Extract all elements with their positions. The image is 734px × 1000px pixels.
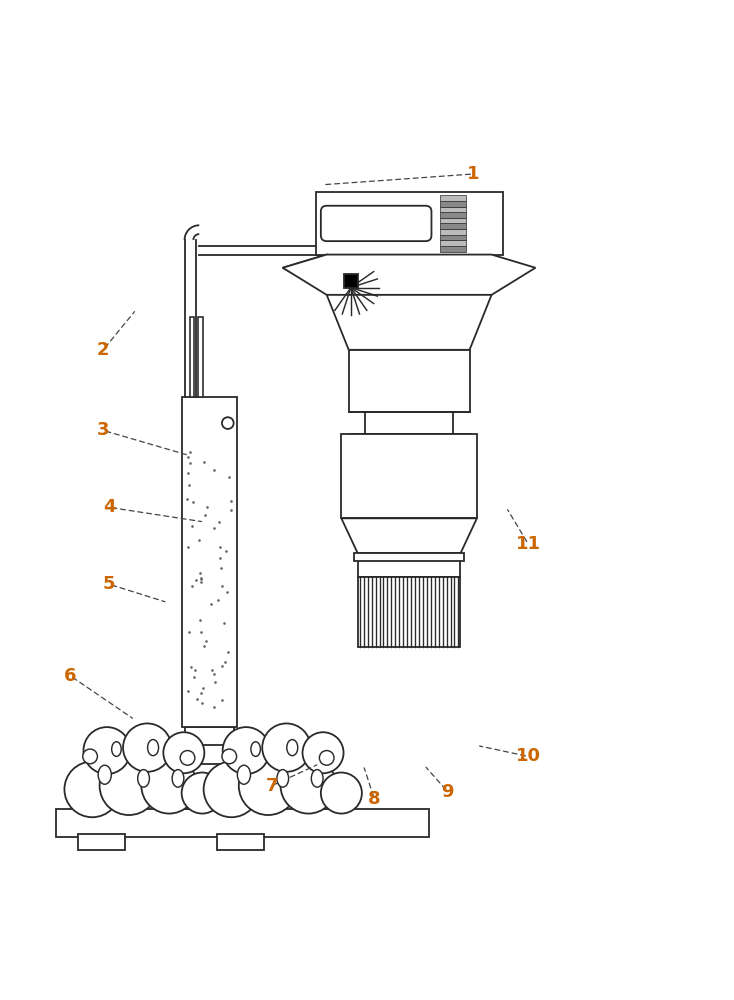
Bar — [440, 229, 466, 235]
Bar — [185, 727, 233, 809]
Text: 1: 1 — [467, 165, 479, 183]
Bar — [316, 192, 503, 255]
Bar — [365, 412, 454, 434]
Text: 6: 6 — [64, 667, 76, 685]
Bar — [341, 434, 477, 518]
Bar — [358, 577, 460, 647]
Circle shape — [84, 727, 131, 774]
Bar — [182, 397, 236, 727]
Text: 7: 7 — [266, 777, 278, 795]
Circle shape — [180, 751, 195, 765]
Bar — [56, 809, 429, 837]
Bar — [78, 834, 126, 850]
Circle shape — [222, 417, 233, 429]
Ellipse shape — [251, 742, 261, 756]
Bar — [440, 218, 466, 223]
Circle shape — [222, 727, 269, 774]
Polygon shape — [283, 255, 536, 295]
Circle shape — [222, 749, 236, 764]
Polygon shape — [283, 255, 330, 295]
Ellipse shape — [277, 770, 288, 787]
Circle shape — [203, 762, 259, 817]
Circle shape — [302, 732, 344, 773]
Ellipse shape — [138, 770, 150, 787]
Bar — [349, 350, 470, 412]
Bar — [440, 195, 466, 201]
Circle shape — [123, 723, 172, 772]
Ellipse shape — [237, 765, 250, 784]
Bar — [440, 223, 466, 229]
Ellipse shape — [98, 765, 112, 784]
Circle shape — [262, 723, 310, 772]
Circle shape — [142, 758, 197, 814]
Text: 4: 4 — [103, 498, 115, 516]
Text: 5: 5 — [103, 575, 115, 593]
Bar — [217, 834, 264, 850]
Circle shape — [239, 756, 297, 815]
Circle shape — [164, 732, 204, 773]
Bar — [440, 235, 466, 240]
Bar — [440, 212, 466, 218]
Ellipse shape — [172, 770, 184, 787]
Polygon shape — [327, 295, 492, 350]
FancyBboxPatch shape — [321, 206, 432, 241]
Bar — [440, 240, 466, 246]
Ellipse shape — [112, 742, 121, 756]
Bar — [344, 274, 358, 288]
Polygon shape — [341, 518, 477, 553]
Circle shape — [65, 762, 120, 817]
Bar — [355, 553, 464, 561]
Circle shape — [319, 751, 334, 765]
Text: 9: 9 — [441, 783, 454, 801]
Bar — [440, 207, 466, 212]
Bar — [189, 317, 194, 397]
Ellipse shape — [148, 740, 159, 756]
Bar — [198, 317, 203, 397]
Bar — [440, 201, 466, 207]
Circle shape — [280, 758, 336, 814]
Ellipse shape — [287, 740, 298, 756]
Circle shape — [181, 773, 222, 814]
Bar — [358, 553, 460, 577]
Text: 11: 11 — [516, 535, 541, 553]
Text: 2: 2 — [97, 341, 109, 359]
Circle shape — [100, 756, 159, 815]
Circle shape — [321, 773, 362, 814]
Text: 8: 8 — [368, 790, 381, 808]
Bar — [440, 246, 466, 252]
Text: 3: 3 — [97, 421, 109, 439]
Circle shape — [83, 749, 98, 764]
Text: 10: 10 — [516, 747, 541, 765]
Ellipse shape — [311, 770, 323, 787]
